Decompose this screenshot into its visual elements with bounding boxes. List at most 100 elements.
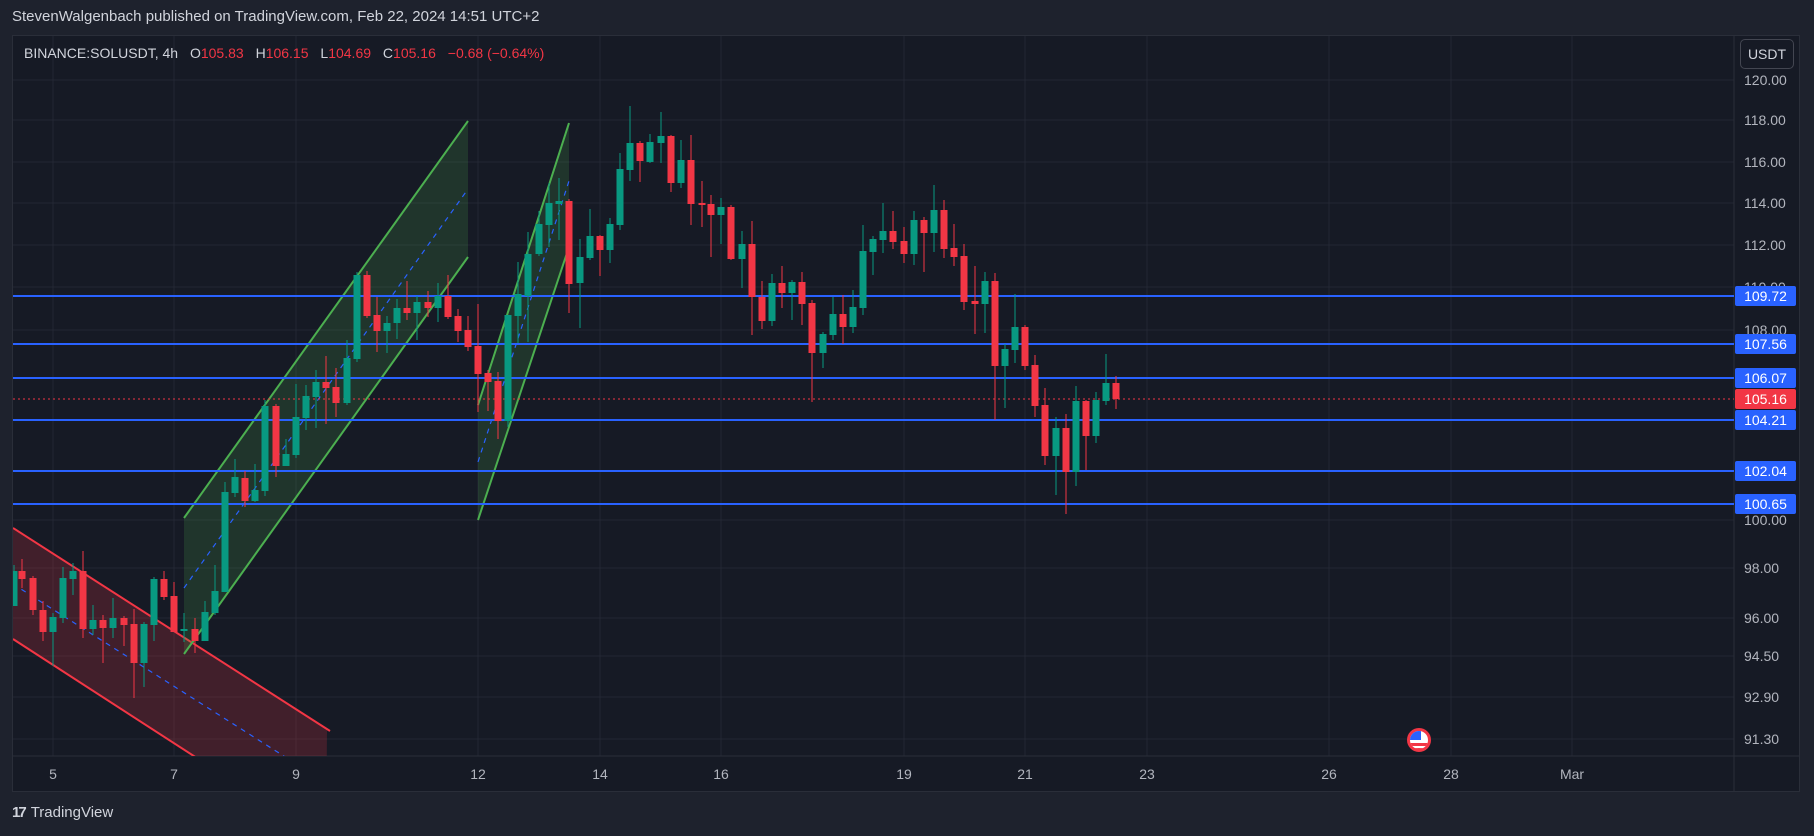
candle-body [444, 296, 452, 317]
candle-body [79, 571, 87, 629]
candle-body [971, 301, 979, 304]
price-tick-label: 114.00 [1744, 195, 1786, 211]
open-label: O [189, 45, 201, 61]
candle-body [1072, 401, 1080, 472]
candle-body [920, 220, 928, 233]
candle-body [889, 231, 897, 242]
us-flag-event-icon[interactable] [1407, 728, 1431, 752]
candle-body [524, 254, 532, 296]
candle-body [272, 406, 280, 466]
candle-body [474, 346, 482, 374]
candle-body [596, 236, 604, 250]
currency-button[interactable]: USDT [1740, 39, 1794, 69]
candle-body [677, 160, 685, 183]
candle-body [707, 204, 715, 215]
candle-body [758, 297, 766, 321]
candle-body [221, 492, 229, 592]
time-tick-label: 23 [1139, 766, 1155, 782]
candle-body [363, 275, 371, 316]
candle-body [940, 210, 948, 249]
candle-body [191, 629, 199, 641]
candle-body [504, 315, 512, 421]
price-tick-label: 118.00 [1744, 112, 1786, 128]
candle-body [545, 203, 553, 225]
candle-body [839, 314, 847, 327]
time-tick-label: 28 [1443, 766, 1459, 782]
candle-body [59, 578, 67, 618]
candle-body [292, 417, 300, 455]
candle-body [130, 624, 138, 663]
candle-body [464, 330, 472, 347]
candle-body [424, 302, 432, 308]
tradingview-logo-icon: 17 [12, 804, 27, 821]
price-tick-label: 116.00 [1744, 154, 1786, 170]
candle-body [626, 143, 634, 170]
candle-body [738, 244, 746, 259]
time-tick-label: 7 [170, 766, 178, 782]
candle-body [393, 308, 401, 323]
ascending-channel-1-lower [183, 256, 469, 655]
candle-body [900, 241, 908, 254]
candle-body [960, 256, 968, 302]
candle-body [698, 203, 706, 205]
candle-body [434, 296, 442, 308]
chart-panel[interactable] [12, 35, 1800, 792]
candle-body [454, 316, 462, 331]
candle-body [667, 136, 675, 183]
candle-body [1052, 428, 1060, 456]
candle-body [170, 596, 178, 632]
candle-body [18, 571, 26, 579]
time-tick-label: 26 [1321, 766, 1337, 782]
candle-body [1001, 349, 1009, 366]
candle-body [251, 490, 259, 501]
descending-channel-fill [13, 528, 327, 756]
candle-body [586, 236, 594, 258]
candle-body [1062, 428, 1070, 472]
candle-body [373, 315, 381, 331]
tradingview-brand: TradingView [30, 804, 114, 821]
time-tick-label: 16 [713, 766, 729, 782]
price-tick-label: 112.00 [1744, 237, 1786, 253]
high-value: 106.15 [265, 45, 309, 61]
ascending-channel-2-upper [477, 122, 570, 406]
candle-body [808, 303, 816, 353]
candle-body [89, 620, 97, 629]
candle-body [819, 334, 827, 353]
candle-body [727, 207, 735, 259]
candle-body [99, 620, 107, 628]
candle-body [160, 579, 168, 597]
candle-body [49, 617, 57, 632]
candle-body [1011, 327, 1019, 350]
time-tick-label: 21 [1017, 766, 1033, 782]
ascending-channel-2-lower [477, 246, 570, 521]
ascending-channel-2-fill [478, 123, 569, 520]
candle-body [29, 578, 37, 610]
candle-body [616, 169, 624, 225]
candle-body [150, 579, 158, 625]
candle-body [484, 373, 492, 382]
ascending-channel-1-upper [183, 120, 469, 519]
candle-body [1041, 405, 1049, 456]
candle-body [413, 302, 421, 313]
candle-body [140, 624, 148, 663]
price-tick-label: 100.00 [1744, 512, 1787, 528]
candle-body [717, 207, 725, 215]
candle-body [343, 358, 351, 403]
candle-body [778, 283, 786, 293]
candle-body [606, 224, 614, 250]
candle-body [768, 283, 776, 321]
level-price-badge: 104.21 [1735, 410, 1796, 430]
candle-body [383, 323, 391, 331]
candle-body [109, 618, 117, 628]
candle-body [514, 294, 522, 316]
level-price-badge: 100.65 [1735, 494, 1796, 514]
symbol-name[interactable]: BINANCE:SOLUSDT, 4h [24, 45, 179, 61]
candle-body [788, 282, 796, 293]
candle-body [13, 571, 18, 606]
candle-body [211, 591, 219, 613]
candle-body [282, 454, 290, 466]
time-tick-label: 5 [49, 766, 57, 782]
close-label: C [382, 45, 394, 61]
candle-body [1031, 365, 1039, 406]
